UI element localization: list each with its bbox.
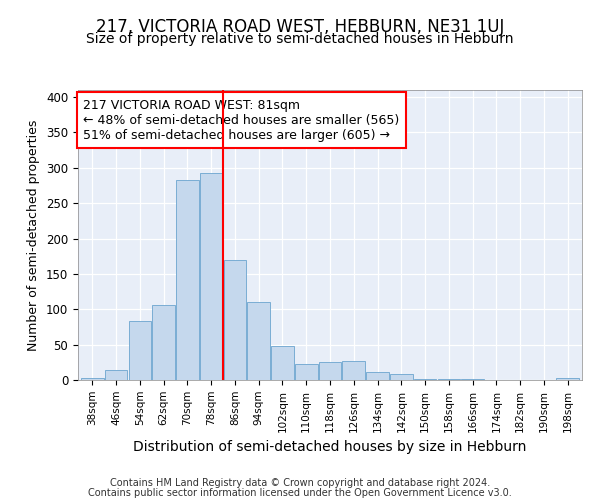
- Text: 217 VICTORIA ROAD WEST: 81sqm
← 48% of semi-detached houses are smaller (565)
51: 217 VICTORIA ROAD WEST: 81sqm ← 48% of s…: [83, 98, 399, 142]
- Bar: [414, 378, 436, 380]
- Bar: [176, 180, 199, 380]
- Bar: [200, 173, 223, 380]
- Text: Contains HM Land Registry data © Crown copyright and database right 2024.: Contains HM Land Registry data © Crown c…: [110, 478, 490, 488]
- Y-axis label: Number of semi-detached properties: Number of semi-detached properties: [28, 120, 40, 350]
- Bar: [105, 370, 127, 380]
- Bar: [81, 378, 104, 380]
- Bar: [295, 364, 317, 380]
- Bar: [247, 302, 270, 380]
- Bar: [271, 346, 294, 380]
- Bar: [556, 378, 579, 380]
- Bar: [366, 372, 389, 380]
- Bar: [319, 362, 341, 380]
- Bar: [224, 260, 246, 380]
- Text: Size of property relative to semi-detached houses in Hebburn: Size of property relative to semi-detach…: [86, 32, 514, 46]
- Text: Contains public sector information licensed under the Open Government Licence v3: Contains public sector information licen…: [88, 488, 512, 498]
- X-axis label: Distribution of semi-detached houses by size in Hebburn: Distribution of semi-detached houses by …: [133, 440, 527, 454]
- Bar: [128, 320, 151, 380]
- Bar: [152, 305, 175, 380]
- Bar: [343, 361, 365, 380]
- Bar: [390, 374, 413, 380]
- Text: 217, VICTORIA ROAD WEST, HEBBURN, NE31 1UJ: 217, VICTORIA ROAD WEST, HEBBURN, NE31 1…: [96, 18, 504, 36]
